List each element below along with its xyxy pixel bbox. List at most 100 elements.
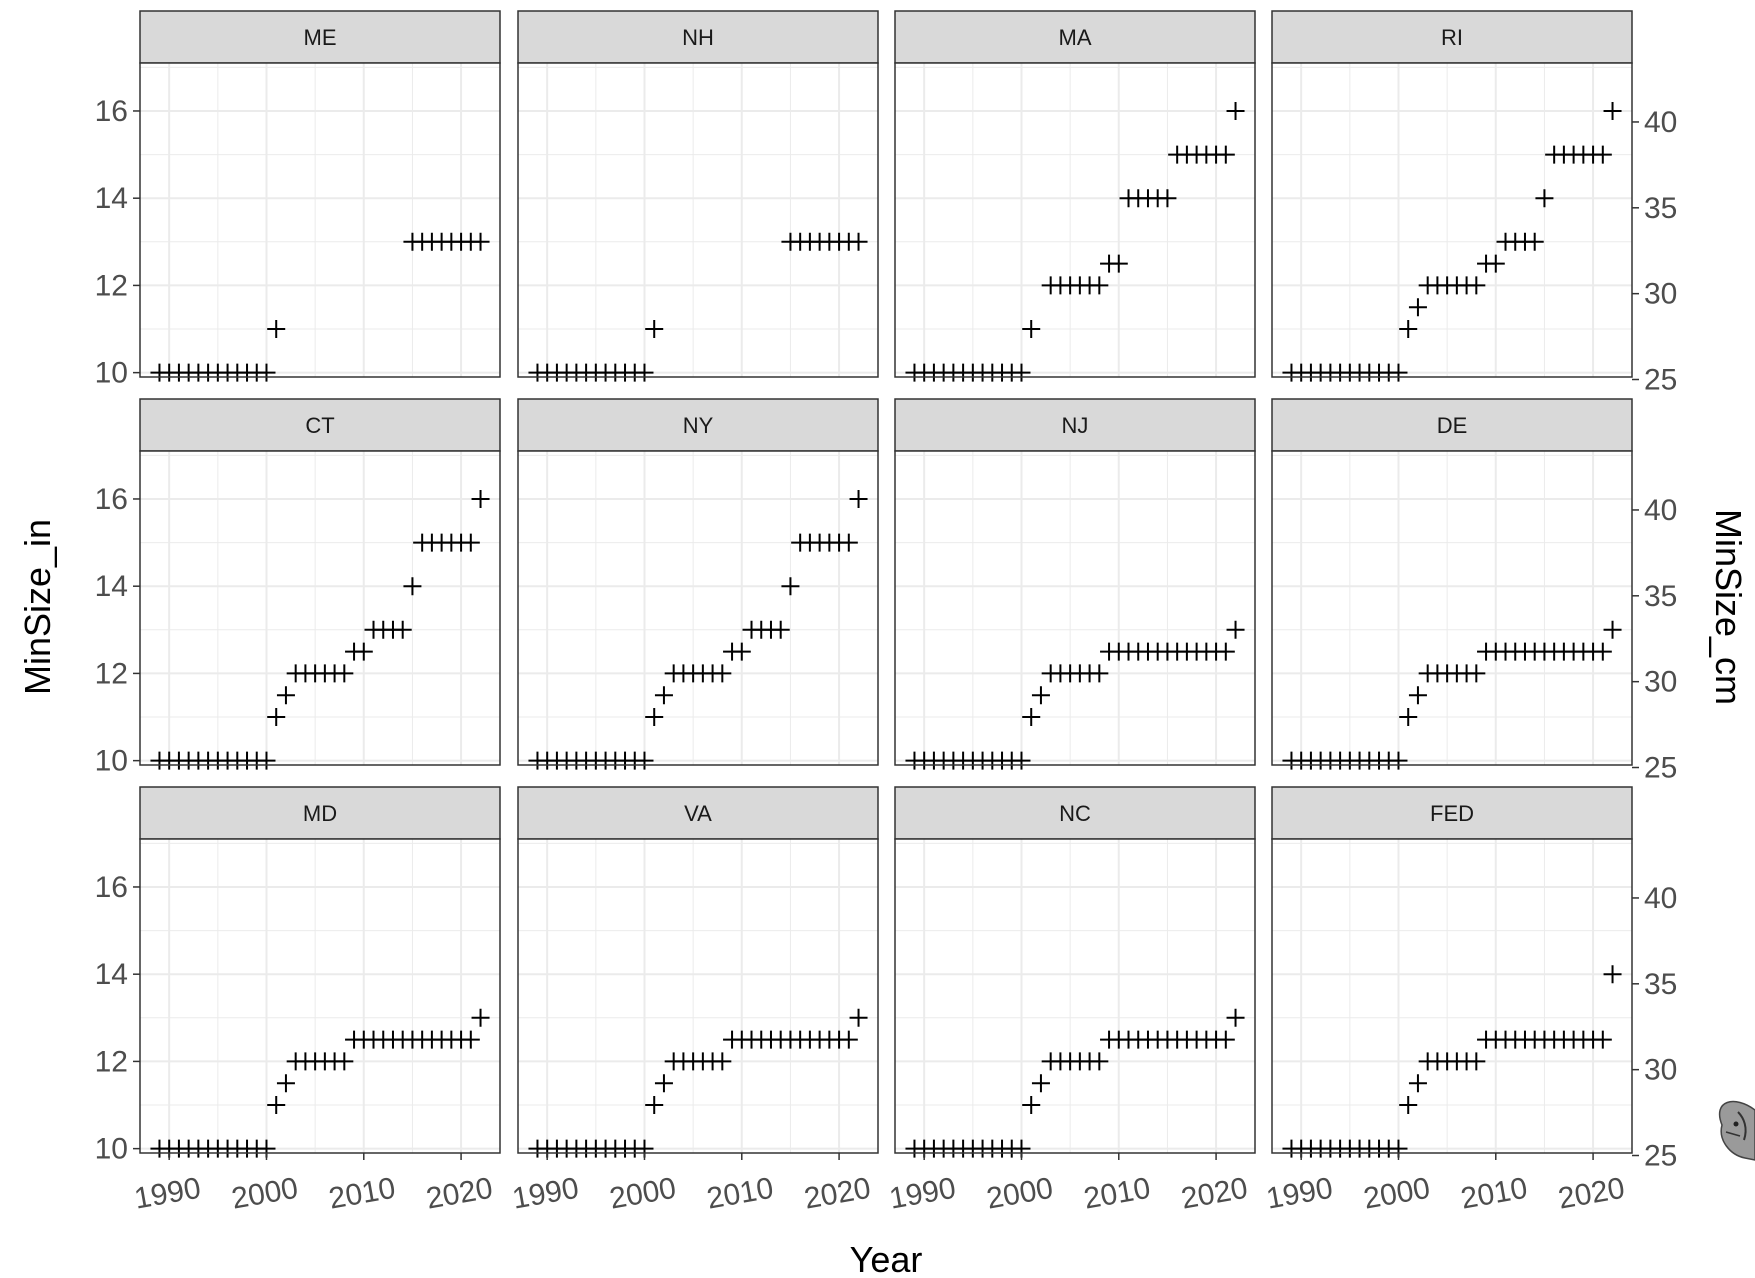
data-point — [1109, 254, 1128, 273]
data-point — [335, 664, 354, 683]
panel-strip-label: MA — [1059, 25, 1092, 50]
y-tick-label: 10 — [95, 357, 128, 390]
y2-tick-label: 25 — [1644, 1140, 1677, 1173]
data-point — [471, 489, 490, 508]
y2-tick-label: 40 — [1644, 106, 1677, 139]
panel-border — [894, 62, 1256, 378]
panel-strip-label: NY — [683, 413, 714, 438]
data-point — [1593, 642, 1612, 661]
y-tick-label: 12 — [95, 1045, 128, 1078]
data-point — [1031, 686, 1050, 705]
data-point — [1226, 620, 1245, 639]
y-tick-label: 14 — [95, 958, 128, 991]
panel-ma: MA — [894, 10, 1256, 382]
panel-md: MD — [139, 786, 501, 1158]
y-tick-label: 16 — [95, 95, 128, 128]
y2-tick-label: 25 — [1644, 364, 1677, 397]
data-point — [713, 664, 732, 683]
data-point — [839, 533, 858, 552]
data-point — [1090, 1052, 1109, 1071]
y2-axis-title: MinSize_cm — [1708, 509, 1749, 705]
plot-background — [1272, 839, 1632, 1153]
panel-border — [517, 838, 879, 1154]
panel-strip-label: NH — [682, 25, 714, 50]
data-point — [1467, 664, 1486, 683]
plot-background — [140, 839, 500, 1153]
plot-background — [518, 839, 878, 1153]
panel-strip — [517, 398, 879, 452]
panel-strip — [894, 786, 1256, 840]
data-point — [1399, 1096, 1418, 1115]
data-point — [771, 620, 790, 639]
plot-background — [895, 451, 1255, 765]
plot-background — [518, 451, 878, 765]
data-point — [1012, 751, 1031, 770]
data-point — [1216, 1030, 1235, 1049]
y2-tick-label: 35 — [1644, 968, 1677, 1001]
panel-fed: FED — [1271, 786, 1633, 1158]
panel-ny: NY — [517, 398, 879, 770]
data-point — [849, 232, 868, 251]
panel-nh: NH — [517, 10, 879, 382]
data-point — [276, 686, 295, 705]
data-point — [645, 320, 664, 339]
data-point — [1467, 1052, 1486, 1071]
x-tick-label: 2020 — [424, 1172, 495, 1216]
x-tick-label: 2000 — [1361, 1172, 1432, 1216]
panel-strip — [139, 398, 501, 452]
panel-strip-label: VA — [684, 801, 712, 826]
data-point — [713, 1052, 732, 1071]
panel-me: ME — [139, 10, 501, 382]
x-tick-label: 2020 — [1179, 1172, 1250, 1216]
data-point — [335, 1052, 354, 1071]
data-point — [1486, 254, 1505, 273]
data-point — [471, 1008, 490, 1027]
data-point — [635, 363, 654, 382]
data-point — [267, 708, 286, 727]
panel-strip-label: ME — [304, 25, 337, 50]
data-point — [267, 320, 286, 339]
data-point — [1535, 189, 1554, 208]
y-axis-title: MinSize_in — [17, 519, 58, 695]
plot-background — [895, 63, 1255, 377]
data-point — [1216, 642, 1235, 661]
y-tick-label: 16 — [95, 871, 128, 904]
data-point — [654, 686, 673, 705]
x-axis-title: Year — [850, 1239, 923, 1278]
data-point — [1593, 1030, 1612, 1049]
plot-background — [895, 839, 1255, 1153]
panel-strip-label: MD — [303, 801, 337, 826]
data-point — [1389, 363, 1408, 382]
data-point — [393, 620, 412, 639]
data-point — [1389, 751, 1408, 770]
y-tick-label: 14 — [95, 182, 128, 215]
y2-tick-label: 35 — [1644, 580, 1677, 613]
data-point — [781, 577, 800, 596]
data-point — [645, 708, 664, 727]
data-point — [732, 642, 751, 661]
panel-border — [517, 62, 879, 378]
panels-layer: ME NH MA RI CT NY NJ DE MD VA NC FED — [139, 10, 1633, 1158]
x-tick-label: 2010 — [1458, 1172, 1529, 1216]
data-point — [257, 363, 276, 382]
y2-tick-label: 25 — [1644, 752, 1677, 785]
data-point — [267, 1096, 286, 1115]
data-point — [461, 533, 480, 552]
y2-tick-label: 35 — [1644, 192, 1677, 225]
panel-border — [139, 838, 501, 1154]
x-tick-label: 2010 — [1081, 1172, 1152, 1216]
data-point — [635, 751, 654, 770]
x-tick-label: 2000 — [229, 1172, 300, 1216]
data-point — [1022, 1096, 1041, 1115]
y2-tick-label: 30 — [1644, 666, 1677, 699]
panel-strip-label: FED — [1430, 801, 1474, 826]
data-point — [1226, 1008, 1245, 1027]
panel-strip — [1271, 398, 1633, 452]
data-point — [1603, 101, 1622, 120]
x-tick-label: 2020 — [1556, 1172, 1627, 1216]
data-point — [849, 489, 868, 508]
data-point — [1031, 1074, 1050, 1093]
y2-tick-label: 30 — [1644, 278, 1677, 311]
data-point — [1603, 620, 1622, 639]
